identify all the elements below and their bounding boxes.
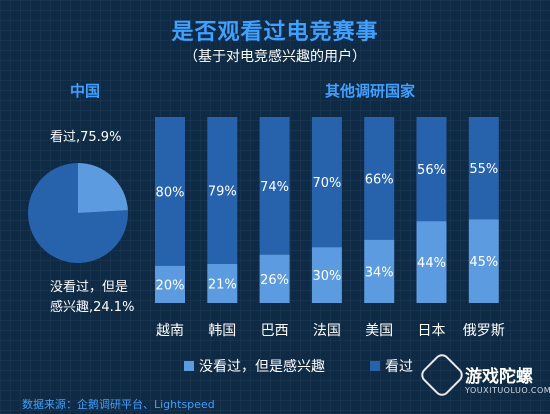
data-label-watched: 55%	[469, 162, 498, 177]
x-tick-label: 越南	[156, 323, 184, 339]
logo-text: 游戏陀螺	[465, 367, 533, 387]
x-tick-label: 俄罗斯	[463, 323, 505, 339]
data-label-not-watched: 45%	[469, 255, 498, 270]
bar-not-watched	[259, 254, 290, 303]
data-label-watched: 66%	[365, 172, 394, 187]
data-label-watched: 80%	[156, 185, 185, 200]
section-title-china: 中国	[70, 82, 101, 100]
bar-watched	[364, 117, 395, 240]
bar-not-watched	[364, 239, 395, 303]
x-tick-label: 美国	[365, 323, 393, 339]
bar-not-watched	[207, 263, 238, 303]
data-label-not-watched: 44%	[417, 256, 446, 271]
bar-not-watched	[416, 221, 447, 303]
chart-title: 是否观看过电竞赛事	[171, 20, 379, 45]
data-label-not-watched: 26%	[260, 273, 289, 288]
x-tick-label: 法国	[313, 323, 341, 339]
x-tick-label: 日本	[418, 323, 446, 339]
data-label-not-watched: 34%	[365, 265, 394, 280]
pie-label-not-watched: 没看过，但是 感兴趣,24.1%	[50, 278, 134, 318]
legend-swatch-watched	[370, 361, 380, 371]
data-label-not-watched: 20%	[156, 278, 185, 293]
chart-subtitle: （基于对电竞感兴趣的用户）	[184, 49, 366, 65]
x-tick-label: 韩国	[208, 323, 236, 339]
bar-watched	[468, 117, 499, 220]
x-tick-label: 巴西	[261, 323, 289, 339]
bar-not-watched	[155, 265, 185, 303]
legend-label-not-watched: 没看过，但是感兴趣	[199, 358, 325, 375]
legend-label-watched: 看过	[385, 359, 413, 375]
bar-watched	[416, 117, 447, 222]
pie-label-watched: 看过,75.9%	[50, 130, 122, 145]
pie-label-not-watched-line1: 没看过，但是	[50, 280, 129, 295]
pie-slice-not-watched	[78, 163, 128, 213]
watermark-logo: 游戏陀螺 YOUXITUOLUO.COM	[417, 350, 550, 408]
data-label-watched: 56%	[417, 163, 446, 178]
data-label-not-watched: 30%	[312, 269, 341, 284]
section-title-others: 其他调研国家	[325, 82, 416, 100]
legend-swatch-not-watched	[184, 361, 194, 371]
data-source: 数据来源：企鹅调研平台、Lightspeed	[22, 398, 215, 411]
bar-watched	[259, 117, 290, 255]
logo-sub: YOUXITUOLUO.COM	[465, 386, 550, 395]
pie-label-not-watched-line2: 感兴趣,24.1%	[50, 300, 135, 315]
bar-not-watched	[468, 219, 499, 303]
data-label-not-watched: 21%	[208, 277, 237, 292]
bar-watched	[155, 117, 185, 266]
bar-watched	[311, 117, 342, 248]
data-label-watched: 70%	[312, 176, 341, 191]
data-label-watched: 79%	[208, 184, 237, 199]
data-label-watched: 74%	[260, 180, 289, 195]
logo-icon	[417, 350, 467, 400]
bar-watched	[207, 117, 238, 264]
bar-not-watched	[311, 247, 342, 303]
